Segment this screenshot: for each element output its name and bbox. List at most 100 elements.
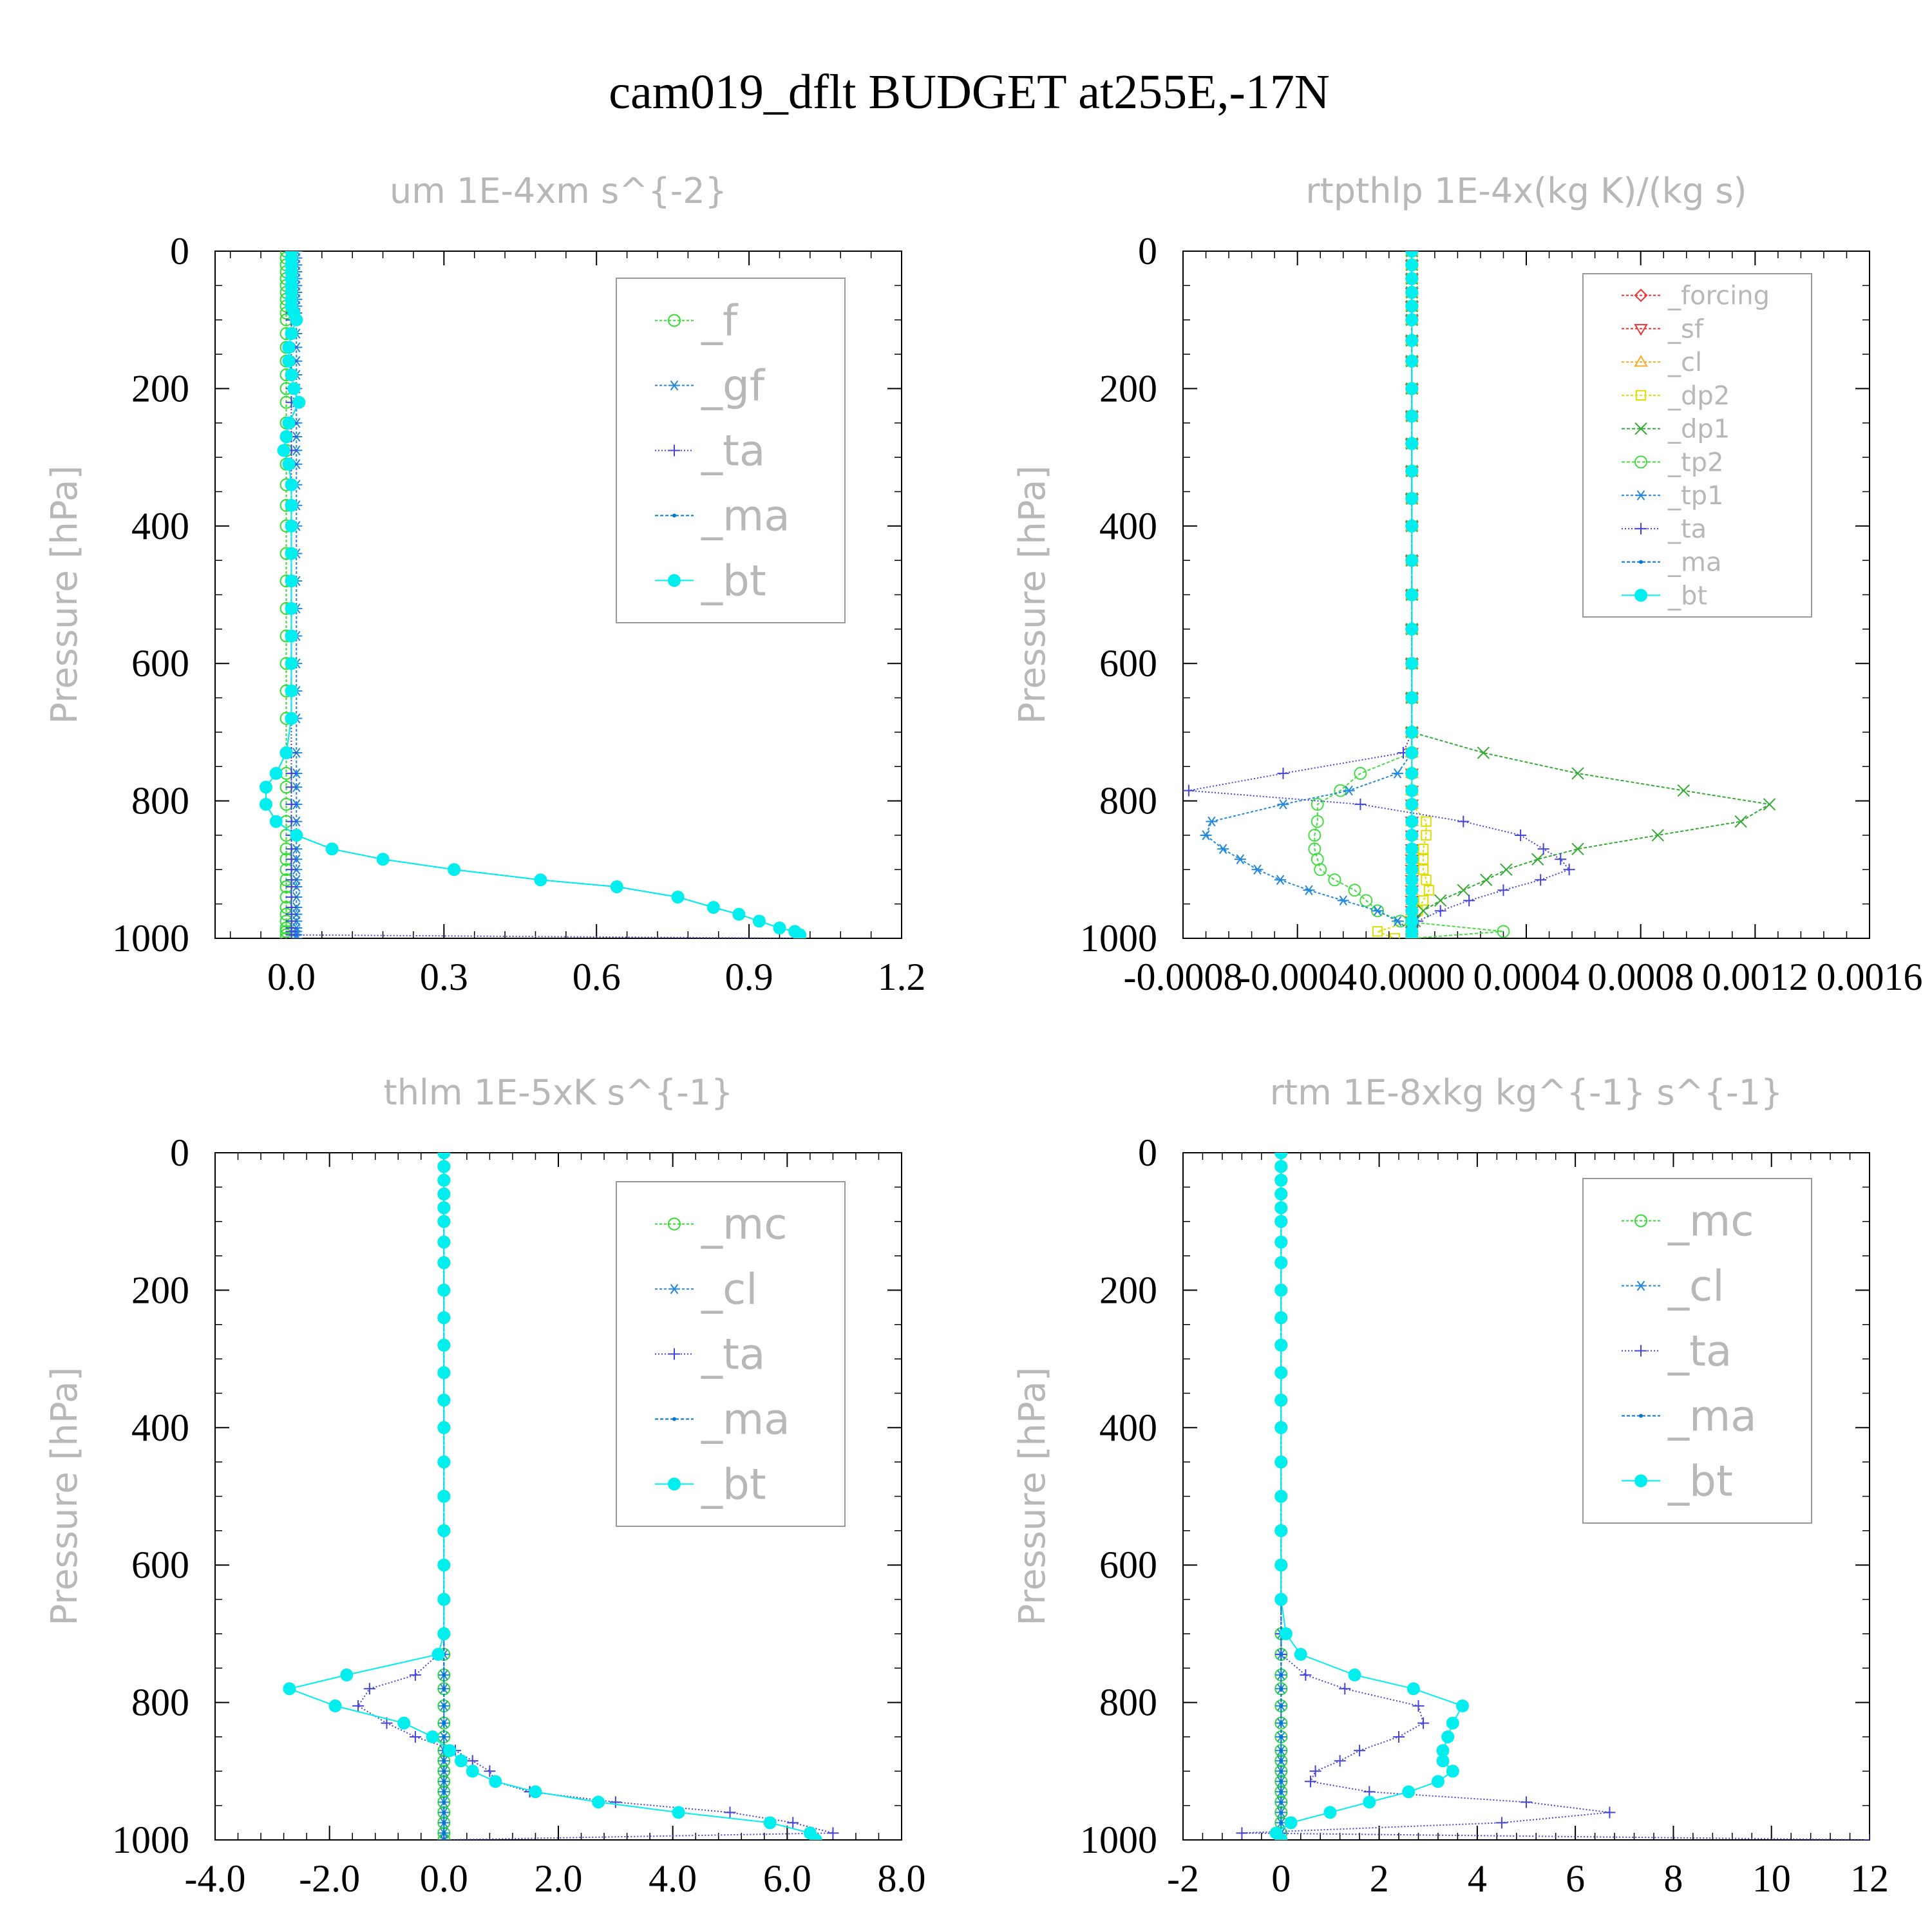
legend-marker-ma (1639, 560, 1643, 564)
data-point-bt (1274, 1394, 1288, 1407)
data-point-tp2 (1359, 894, 1373, 907)
panel-title: rtpthlp 1E-4x(kg K)/(kg s) (1305, 171, 1747, 211)
x-tick-label: 0.3 (420, 956, 468, 998)
data-point-bt (1274, 1593, 1288, 1606)
legend-marker-cl (1634, 355, 1648, 367)
legend-label-ma: _ma (1667, 548, 1721, 578)
legend-label-dp2: _dp2 (1667, 381, 1730, 411)
legend-label-cl: _cl (1667, 1262, 1725, 1311)
data-point-bt (1446, 1716, 1459, 1730)
legend-label-tp2: _tp2 (1667, 448, 1724, 477)
data-point-bt (1323, 1806, 1337, 1819)
data-point-bt (1405, 313, 1419, 327)
data-point-ta (1520, 1796, 1532, 1808)
data-point-bt (1284, 1816, 1298, 1830)
data-point-bt (259, 781, 272, 794)
legend-marker-mc (1634, 1214, 1647, 1227)
data-point-bt (437, 1311, 451, 1325)
data-point-bt (279, 746, 293, 759)
data-point-bt (1279, 1627, 1293, 1640)
data-point-dp1 (1477, 746, 1490, 759)
data-point-ma (1279, 1821, 1283, 1825)
data-point-bt (285, 327, 298, 341)
data-point-bt (437, 1153, 451, 1159)
x-tick-label: -2 (1167, 1857, 1199, 1900)
data-point-tp1 (1217, 844, 1229, 855)
data-point-ma (442, 1759, 446, 1763)
data-point-ta (1236, 1827, 1248, 1839)
data-point-ta (1457, 815, 1470, 828)
y-tick-label: 400 (131, 1406, 189, 1449)
data-point-ma (1279, 1703, 1283, 1708)
y-axis-label: Pressure [hPa] (44, 466, 86, 724)
x-tick-label: 0.0000 (1359, 956, 1465, 998)
x-tick-label: 10 (1752, 1857, 1791, 1900)
legend-label-f: _f (701, 296, 739, 346)
data-point-dp2 (1423, 885, 1435, 896)
data-point-bt (1274, 1833, 1288, 1840)
legend-box (616, 278, 846, 623)
legend-box (1582, 273, 1812, 618)
data-point-bt (292, 395, 306, 409)
legend-marker-ma (1639, 1414, 1643, 1418)
legend-marker-ma (672, 1417, 676, 1421)
data-point-ta (827, 1827, 839, 1839)
data-point-dp1 (1677, 784, 1690, 797)
data-point-tp1 (1200, 830, 1212, 840)
data-point-bt (1405, 884, 1419, 897)
data-point-ma (1279, 1652, 1283, 1656)
y-tick-label: 1000 (112, 917, 189, 960)
data-point-ma (1279, 1687, 1283, 1691)
data-point-ta (1463, 895, 1475, 907)
legend-label-ta: _ta (701, 426, 765, 476)
legend-marker-cl (668, 1283, 680, 1294)
data-point-bt (282, 416, 296, 430)
data-point-bt (285, 629, 298, 643)
data-point-bt (282, 457, 296, 471)
data-point-ma (1279, 1769, 1283, 1774)
data-point-bt (793, 932, 807, 938)
data-point-bt (1405, 932, 1419, 938)
legend: _f _gf _ta _ma _bt (616, 278, 846, 623)
data-point-ta (409, 1669, 421, 1681)
data-point-bt (773, 921, 786, 934)
data-point-bt (448, 863, 461, 876)
data-point-bt (1405, 725, 1419, 739)
legend-label-bt: _bt (701, 1459, 766, 1509)
y-tick-label: 1000 (1080, 1819, 1157, 1861)
legend-marker-tp1 (1635, 490, 1647, 500)
y-tick-label: 0 (1138, 1132, 1157, 1174)
legend-marker-forcing (1634, 289, 1648, 303)
data-point-ta (724, 1806, 736, 1819)
data-point-bt (283, 1682, 296, 1696)
legend-marker-gf (668, 380, 680, 391)
data-point-ta (466, 1755, 478, 1767)
data-point-bt (732, 907, 746, 921)
data-point-bt (437, 1235, 451, 1249)
legend-label-sf: _sf (1667, 314, 1704, 344)
data-point-ta (1497, 884, 1510, 896)
legend-label-mc: _mc (701, 1200, 788, 1249)
data-point-ma (1279, 1779, 1283, 1784)
x-tick-label: 6 (1566, 1857, 1585, 1900)
data-point-bt (466, 1765, 479, 1778)
legend-marker-f (668, 314, 681, 327)
data-point-bt (1446, 1765, 1459, 1778)
y-tick-label: 0 (170, 1132, 189, 1174)
legend-box (1582, 1178, 1812, 1524)
y-axis-label: Pressure [hPa] (1012, 466, 1054, 724)
data-point-ta (1412, 1700, 1425, 1712)
data-point-tp2 (1314, 863, 1327, 876)
data-point-bt (706, 900, 720, 914)
data-point-bt (1405, 622, 1419, 636)
series-group (1236, 1153, 1870, 1840)
data-point-bt (1274, 1311, 1288, 1325)
data-point-ta (285, 798, 298, 810)
legend-marker-dp1 (1634, 422, 1647, 435)
data-point-tp1 (1392, 768, 1404, 779)
y-tick-label: 600 (1099, 642, 1157, 685)
data-point-dp2 (1372, 926, 1383, 937)
x-tick-label: 8.0 (878, 1857, 926, 1900)
y-tick-label: 200 (1099, 367, 1157, 410)
legend-marker-sf (1634, 324, 1648, 336)
